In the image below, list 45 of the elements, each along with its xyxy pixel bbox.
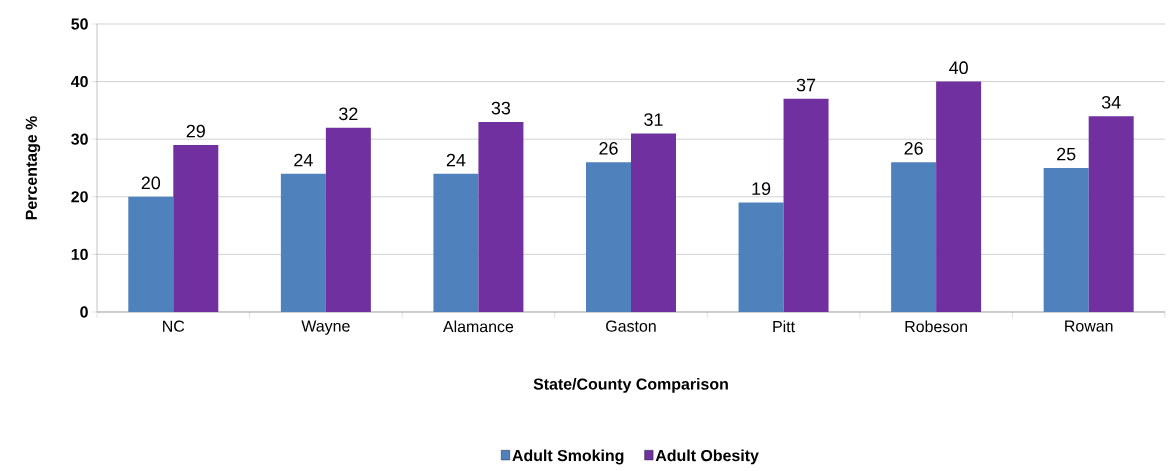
- bar: [1043, 167, 1089, 312]
- data-label: 24: [446, 153, 466, 167]
- bar: [936, 81, 982, 312]
- data-label: 29: [186, 124, 205, 138]
- bar: [738, 202, 784, 312]
- y-tick-label: 50: [71, 18, 88, 30]
- legend-label: Adult Smoking: [512, 449, 624, 465]
- legend-label: Adult Obesity: [655, 449, 759, 465]
- bar: [173, 144, 219, 312]
- bar: [325, 127, 371, 312]
- data-label: 40: [949, 61, 968, 75]
- bar: [1088, 116, 1134, 312]
- data-label: 20: [141, 176, 161, 190]
- data-label: 37: [796, 78, 816, 92]
- x-tick-label: Robeson: [905, 320, 967, 333]
- y-tick-label: 40: [71, 75, 88, 88]
- x-tick-label: Wayne: [301, 320, 350, 335]
- x-tick-label: NC: [163, 320, 185, 332]
- data-label: 26: [599, 142, 618, 155]
- data-label: 34: [1101, 95, 1121, 109]
- data-label: 33: [491, 101, 511, 115]
- bar: [585, 162, 631, 312]
- data-label: 31: [644, 113, 663, 126]
- data-label: 26: [904, 142, 923, 155]
- bar: [433, 173, 479, 312]
- x-tick-label: Alamance: [443, 320, 514, 333]
- bar: [783, 98, 829, 312]
- x-tick-label: Pitt: [773, 320, 795, 333]
- bar: [891, 162, 937, 312]
- y-tick-label: 20: [71, 191, 88, 203]
- data-label: 24: [294, 153, 313, 167]
- bar: [128, 196, 174, 312]
- bar: [630, 133, 676, 312]
- data-label: 25: [1057, 147, 1076, 161]
- y-tick-label: 10: [71, 248, 88, 261]
- x-axis-title: State/County Comparison: [533, 378, 728, 393]
- bar: [478, 121, 524, 312]
- y-axis-title: Percentage %: [25, 116, 41, 220]
- y-tick-label: 0: [80, 306, 88, 318]
- data-label: 19: [752, 182, 771, 196]
- y-tick-label: 30: [71, 133, 88, 145]
- data-label: 32: [339, 107, 358, 121]
- bar: [280, 173, 326, 312]
- x-tick-label: Gaston: [606, 320, 656, 332]
- x-tick-label: Rowan: [1065, 320, 1113, 332]
